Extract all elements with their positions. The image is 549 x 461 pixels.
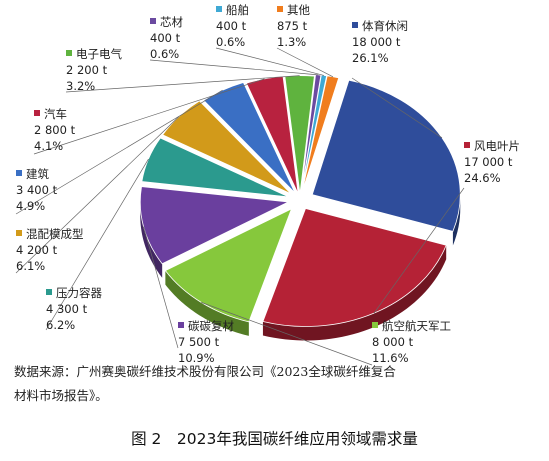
slice-value: 4 300 t <box>46 302 88 316</box>
slice-value: 875 t <box>277 19 308 33</box>
legend-swatch <box>178 322 184 328</box>
slice-name: 碳碳复材 <box>188 319 234 333</box>
slice-value: 2 800 t <box>34 123 76 137</box>
leader-line <box>33 78 265 155</box>
slice-name: 混配模成型 <box>26 227 84 241</box>
pie-slice <box>311 79 461 232</box>
slice-name: 风电叶片 <box>474 139 520 153</box>
slice-name: 其他 <box>287 3 310 17</box>
slice-name: 芯材 <box>160 15 183 29</box>
leader-line <box>45 158 149 331</box>
slice-name: 压力容器 <box>56 286 102 300</box>
slice-value: 7 500 t <box>178 335 220 349</box>
figure-caption: 图 2 2023年我国碳纤维应用领域需求量 <box>131 430 418 448</box>
pie-chart: 体育休闲 18 000 t 26.1% 风电叶片 17 000 t 24.6% 航空航天军工… <box>15 3 520 366</box>
legend-swatch <box>16 170 22 176</box>
slice-percent: 3.2% <box>66 79 95 93</box>
source-note-line2: 材料市场报告》。 <box>14 388 108 403</box>
slice-name: 航空航天军工 <box>382 319 451 333</box>
pie-slice <box>284 75 315 194</box>
slice-percent: 1.3% <box>277 35 306 49</box>
slice-side <box>452 193 461 246</box>
leader-line <box>143 226 179 349</box>
slice-percent: 4.1% <box>34 139 63 153</box>
source-note-line1: 数据来源：广州赛奥碳纤维技术股份有限公司《2023全球碳纤维复合 <box>14 364 396 379</box>
slice-percent: 24.6% <box>464 171 501 185</box>
slice-name: 体育休闲 <box>362 19 408 33</box>
pie-slice <box>245 75 299 194</box>
leader-line <box>65 75 300 93</box>
slice-percent: 6.1% <box>16 259 45 273</box>
slice-value: 8 000 t <box>372 335 414 349</box>
legend-swatch <box>34 110 40 116</box>
leader-line <box>15 116 180 274</box>
leader-line <box>215 47 325 76</box>
slice-percent: 11.6% <box>372 351 409 365</box>
leader-line <box>351 77 443 139</box>
slice-name: 电子电气 <box>76 47 122 61</box>
leader-line <box>149 59 319 76</box>
legend-swatch <box>352 22 358 28</box>
leader-line <box>15 89 223 215</box>
slice-value: 17 000 t <box>464 155 513 169</box>
leader-line <box>373 187 465 314</box>
slice-value: 400 t <box>150 31 181 45</box>
legend-swatch <box>277 6 283 12</box>
legend-swatch <box>464 142 470 148</box>
legend-swatch <box>216 6 222 12</box>
slice-side <box>140 200 163 278</box>
pie-slice <box>139 186 290 265</box>
leader-line <box>201 302 373 366</box>
slice-value: 400 t <box>216 19 247 33</box>
slice-value: 4 200 t <box>16 243 58 257</box>
legend-swatch <box>16 230 22 236</box>
slice-percent: 26.1% <box>352 51 389 65</box>
slice-value: 3 400 t <box>16 183 58 197</box>
legend-swatch <box>66 50 72 56</box>
labels-layer: 体育休闲 18 000 t 26.1% 风电叶片 17 000 t 24.6% 航空航天军工… <box>15 3 520 366</box>
slice-percent: 0.6% <box>150 47 179 61</box>
slice-percent: 4.9% <box>16 199 45 213</box>
pie-slice <box>262 208 447 327</box>
legend-swatch <box>372 322 378 328</box>
pie-slice <box>202 81 296 194</box>
slice-value: 18 000 t <box>352 35 401 49</box>
legend-swatch <box>150 18 156 24</box>
slice-percent: 6.2% <box>46 318 75 332</box>
pie-top-layer <box>139 74 461 327</box>
slice-name: 船舶 <box>226 3 249 17</box>
slice-side <box>165 270 249 336</box>
slice-name: 建筑 <box>26 167 49 181</box>
source-note: 数据来源：广州赛奥碳纤维技术股份有限公司《2023全球碳纤维复合 材料市场报告》… <box>14 360 539 408</box>
legend-swatch <box>46 289 52 295</box>
slice-percent: 0.6% <box>216 35 245 49</box>
slice-percent: 10.9% <box>178 351 215 365</box>
slice-value: 2 200 t <box>66 63 108 77</box>
leader-line <box>276 47 334 78</box>
slice-name: 汽车 <box>44 107 67 121</box>
